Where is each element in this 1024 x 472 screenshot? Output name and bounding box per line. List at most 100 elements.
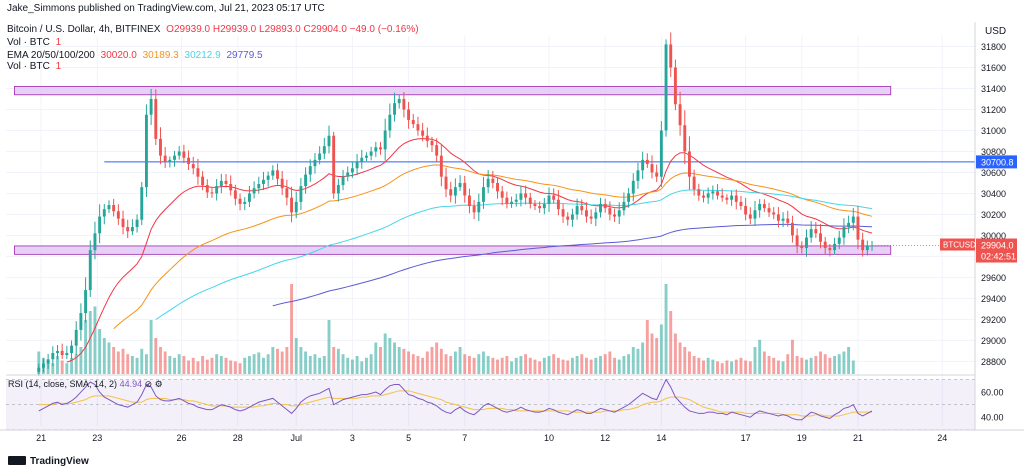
eye-icon[interactable]: ⊘ ⚙ [144,379,163,389]
volume-bar [196,361,200,374]
candle-body [201,176,205,186]
candle-body [262,179,265,185]
ema200-value: 29779.5 [226,50,263,61]
time-tick-label: 10 [544,433,554,443]
candle-body [744,206,748,215]
volume-bar [229,360,233,374]
candle-body [215,186,219,194]
rsi-legend[interactable]: RSI (14, close, SMA, 14, 2) 44.94 ⊘ ⚙ [8,379,163,390]
volume-bar [561,359,565,374]
volume-bar [233,361,237,374]
volume-bar [725,360,729,374]
volume-bar [627,354,631,374]
footer-brand[interactable]: TradingView [8,456,89,467]
candle-body [697,189,701,196]
volume-legend-2[interactable]: Vol · BTC 1 [7,61,64,73]
last-price-badge [976,238,1017,263]
volume-bar [697,357,701,374]
candle-body [229,184,233,191]
candle-body [725,197,729,200]
candle-body [491,178,495,183]
candle-body [121,218,125,228]
volume-bar [290,284,294,374]
candle-body [458,182,462,188]
time-tick-label: 5 [406,433,411,443]
candle-body [631,180,635,194]
countdown-text: 02:42:51 [981,252,1016,262]
volume-bar [210,357,214,374]
symbol-name[interactable]: Bitcoin / U.S. Dollar, 4h, BITFINEX [7,24,161,35]
volume-bar [833,356,837,374]
volume-bar [135,357,139,374]
currency-label[interactable]: USD [985,26,1007,37]
volume-bar [257,352,261,374]
volume-legend[interactable]: Vol · BTC 1 [7,37,64,49]
candle-body [519,193,523,200]
candle-body [84,290,88,314]
candle-body [346,172,350,177]
volume-bar [566,360,570,374]
candle-body [814,229,818,234]
tradingview-logo-icon [8,456,26,465]
candle-body [402,98,406,110]
volume-bar [350,359,354,374]
volume-bar [402,348,406,374]
zones-layer [14,85,975,255]
candle-body [336,185,340,194]
volume-bar [673,333,677,374]
candle-body [112,205,116,212]
candle-body [758,203,762,211]
volume-bar [191,357,195,374]
volume-bar [60,360,64,374]
volume-bar [411,354,415,374]
volume-bar [444,354,448,374]
volume-bar [304,351,308,374]
volume-bar [388,338,392,374]
candle-body [856,216,860,240]
candle-body [294,201,298,213]
volume-bar [262,357,265,374]
axes: 2880029000292002940029600298003000030200… [0,22,1024,443]
candle-body [304,174,308,187]
candle-body [350,168,354,173]
level-badge-text: 30700.8 [981,157,1014,167]
rsi-label: RSI (14, close, SMA, 14, 2) [8,379,118,389]
candle-body [271,170,275,176]
volume-bar [163,351,167,374]
candle-body [678,104,682,126]
volume-bar [758,339,762,374]
volume-bar [93,306,97,374]
volume-bar [102,338,106,374]
volume-bar [828,357,832,374]
volume-bar [547,356,551,374]
ema-legend[interactable]: EMA 20/50/100/200 30020.0 30189.3 30212.… [7,50,266,62]
candle-body [528,197,532,204]
volume-bar [252,354,256,374]
candle-body [673,67,677,105]
candle-body [355,161,359,169]
ema-label: EMA 20/50/100/200 [7,50,95,61]
candle-body [683,125,687,152]
candle-body [74,329,78,346]
candles [37,32,874,376]
candle-body [599,203,602,213]
time-tick-label: Jul [290,433,302,443]
candle-body [505,197,509,204]
volume-bar [159,347,162,374]
price-tick-label: 30800 [981,147,1006,157]
candle-body [706,193,710,198]
candle-body [421,130,425,136]
volume-bar [243,357,247,374]
candle-body [767,208,771,213]
volume-bar [664,284,668,374]
ema20-value: 30020.0 [100,50,137,61]
candle-body [144,114,148,188]
candle-body [664,44,668,131]
volume-bar [739,357,743,374]
volume-bar [645,320,649,374]
volume-bar [580,354,584,374]
price-tick-label: 31200 [981,105,1006,115]
price-tick-label: 31400 [981,84,1006,94]
volume-bar [655,338,659,374]
volume-bar [486,356,490,374]
